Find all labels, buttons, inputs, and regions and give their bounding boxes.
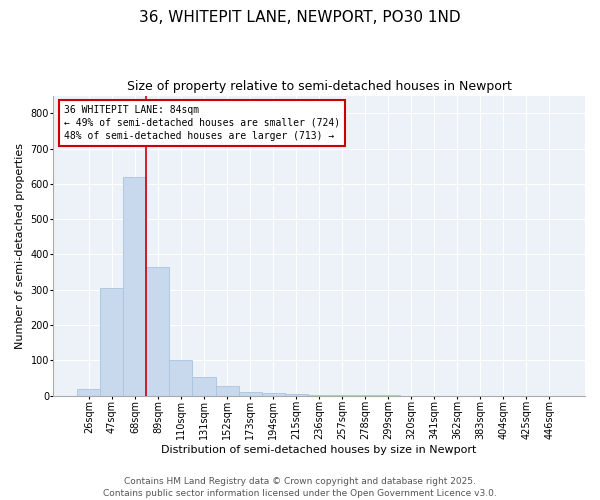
Title: Size of property relative to semi-detached houses in Newport: Size of property relative to semi-detach… [127,80,512,93]
Bar [77,388,100,396]
Bar [215,386,239,396]
Bar [193,378,215,396]
Bar [146,267,169,396]
Bar [308,395,331,396]
Bar [100,288,124,396]
Bar [262,393,284,396]
Text: 36 WHITEPIT LANE: 84sqm
← 49% of semi-detached houses are smaller (724)
48% of s: 36 WHITEPIT LANE: 84sqm ← 49% of semi-de… [64,104,340,141]
Text: 36, WHITEPIT LANE, NEWPORT, PO30 1ND: 36, WHITEPIT LANE, NEWPORT, PO30 1ND [139,10,461,25]
Bar [124,177,146,396]
Bar [169,360,193,396]
X-axis label: Distribution of semi-detached houses by size in Newport: Distribution of semi-detached houses by … [161,445,477,455]
Bar [239,392,262,396]
Text: Contains HM Land Registry data © Crown copyright and database right 2025.
Contai: Contains HM Land Registry data © Crown c… [103,476,497,498]
Y-axis label: Number of semi-detached properties: Number of semi-detached properties [15,142,25,348]
Bar [284,394,308,396]
